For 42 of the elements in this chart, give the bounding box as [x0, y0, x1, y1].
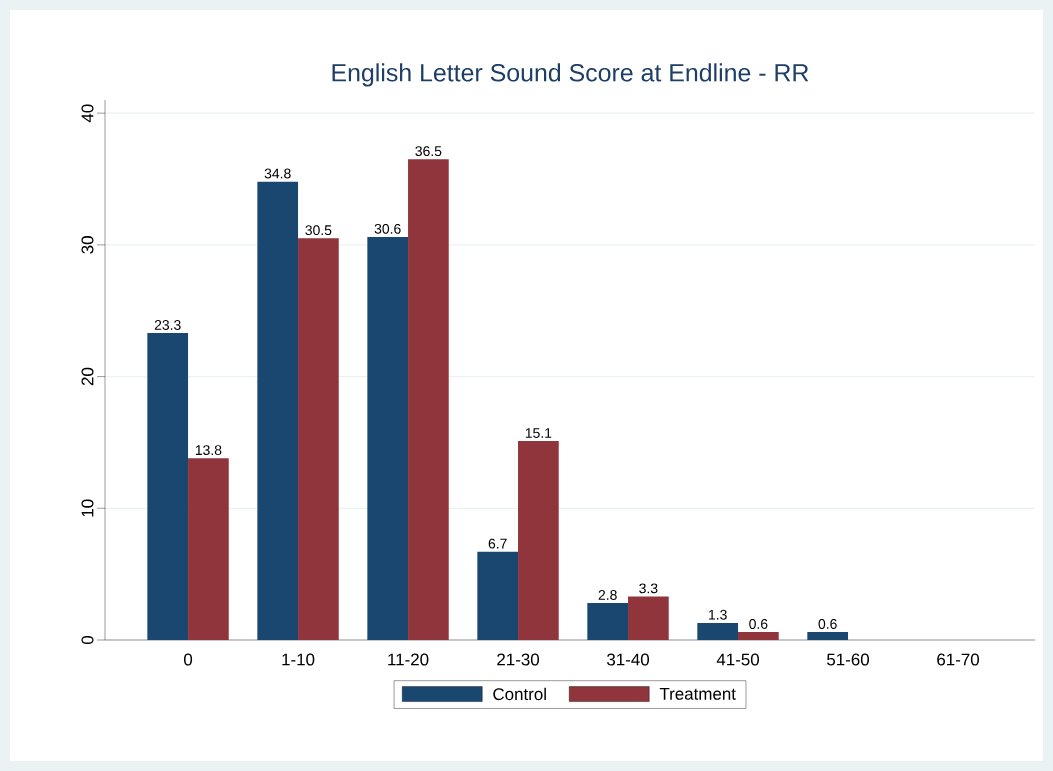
bar: [477, 551, 519, 640]
data-label: 15.1: [525, 428, 552, 438]
bar: [408, 159, 449, 640]
x-tick-label: 21-30: [497, 653, 540, 666]
bar: [807, 632, 849, 640]
x-tick-label: 0: [183, 653, 193, 666]
y-tick-label: 0: [81, 635, 94, 645]
data-label: 36.5: [415, 146, 442, 157]
data-label: 1.3: [709, 609, 727, 620]
x-tick-label: 61-70: [937, 653, 980, 666]
legend-label: Treatment: [659, 688, 736, 700]
data-label: 6.7: [488, 538, 507, 549]
bar: [257, 181, 299, 640]
bar: [147, 333, 189, 640]
legend-label: Control: [493, 687, 546, 701]
y-tick-label: 20: [81, 367, 94, 386]
data-label: 0.6: [818, 619, 837, 629]
bar: [738, 632, 779, 640]
data-label: 2.8: [598, 590, 617, 600]
data-label: 23.3: [154, 320, 181, 330]
bar: [697, 622, 739, 640]
bar: [518, 441, 559, 640]
bar: [298, 238, 339, 640]
x-tick-label: 11-20: [388, 653, 429, 666]
data-label: 30.6: [374, 223, 401, 234]
y-tick-label: 30: [81, 236, 94, 254]
data-label: 13.8: [195, 445, 222, 456]
x-tick-label: 31-40: [607, 653, 650, 666]
data-label: 3.3: [639, 583, 658, 594]
bar: [188, 458, 229, 640]
x-tick-label: 1-10: [282, 653, 315, 666]
y-tick-label: 10: [81, 499, 94, 517]
data-label: 30.5: [305, 225, 332, 236]
chart-title: English Letter Sound Score at Endline - RR: [332, 63, 809, 87]
bar: [367, 236, 409, 640]
bar: [628, 596, 669, 640]
data-label: 34.8: [264, 168, 291, 179]
data-label: 0.6: [749, 619, 768, 629]
x-tick-label: 41-50: [716, 653, 760, 666]
x-tick-label: 51-60: [827, 653, 870, 666]
bar: [587, 603, 629, 640]
y-tick-label: 40: [81, 104, 94, 123]
